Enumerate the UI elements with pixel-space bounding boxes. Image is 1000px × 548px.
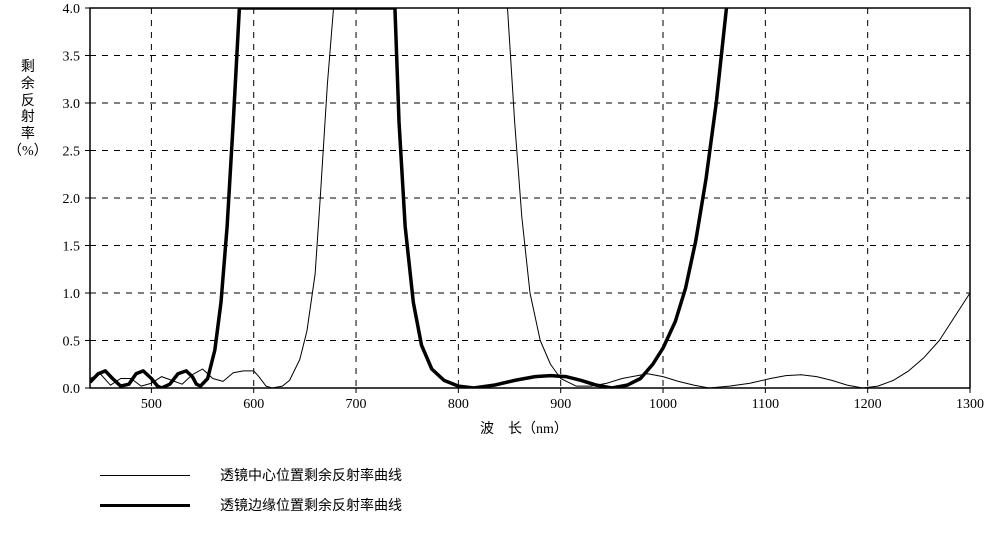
- svg-text:3.5: 3.5: [63, 50, 81, 65]
- legend-item-center: 透镜中心位置剩余反射率曲线: [100, 465, 402, 485]
- legend-label: 透镜边缘位置剩余反射率曲线: [220, 495, 402, 515]
- svg-text:1300: 1300: [956, 397, 984, 412]
- legend-swatch-edge: [100, 504, 190, 507]
- legend-label: 透镜中心位置剩余反射率曲线: [220, 465, 402, 485]
- legend-swatch-center: [100, 475, 190, 476]
- svg-text:700: 700: [346, 397, 367, 412]
- svg-text:500: 500: [141, 397, 162, 412]
- svg-text:1.0: 1.0: [63, 287, 81, 302]
- svg-text:600: 600: [243, 397, 264, 412]
- svg-text:1.5: 1.5: [63, 240, 81, 255]
- legend: 透镜中心位置剩余反射率曲线 透镜边缘位置剩余反射率曲线: [100, 465, 402, 525]
- svg-text:1000: 1000: [649, 397, 677, 412]
- svg-text:1200: 1200: [854, 397, 882, 412]
- svg-text:2.0: 2.0: [63, 192, 81, 207]
- svg-text:900: 900: [550, 397, 571, 412]
- svg-text:1100: 1100: [752, 397, 779, 412]
- x-axis-label: 波 长（nm）: [480, 418, 568, 438]
- svg-text:800: 800: [448, 397, 469, 412]
- svg-text:4.0: 4.0: [63, 2, 81, 17]
- svg-text:3.0: 3.0: [63, 97, 81, 112]
- chart-figure: { "chart": { "type": "line", "plot": { "…: [0, 0, 1000, 548]
- legend-item-edge: 透镜边缘位置剩余反射率曲线: [100, 495, 402, 515]
- reflectance-line-chart: 0.0 0.5 1.0 1.5 2.0 2.5 3.0 3.5 4.0 500 600 700 800 9…: [0, 0, 1000, 440]
- svg-text:0.0: 0.0: [63, 382, 81, 397]
- svg-text:2.5: 2.5: [63, 145, 81, 160]
- y-axis-label: 剩 余 反 射 率 （%）: [8, 60, 48, 161]
- svg-text:0.5: 0.5: [63, 335, 81, 350]
